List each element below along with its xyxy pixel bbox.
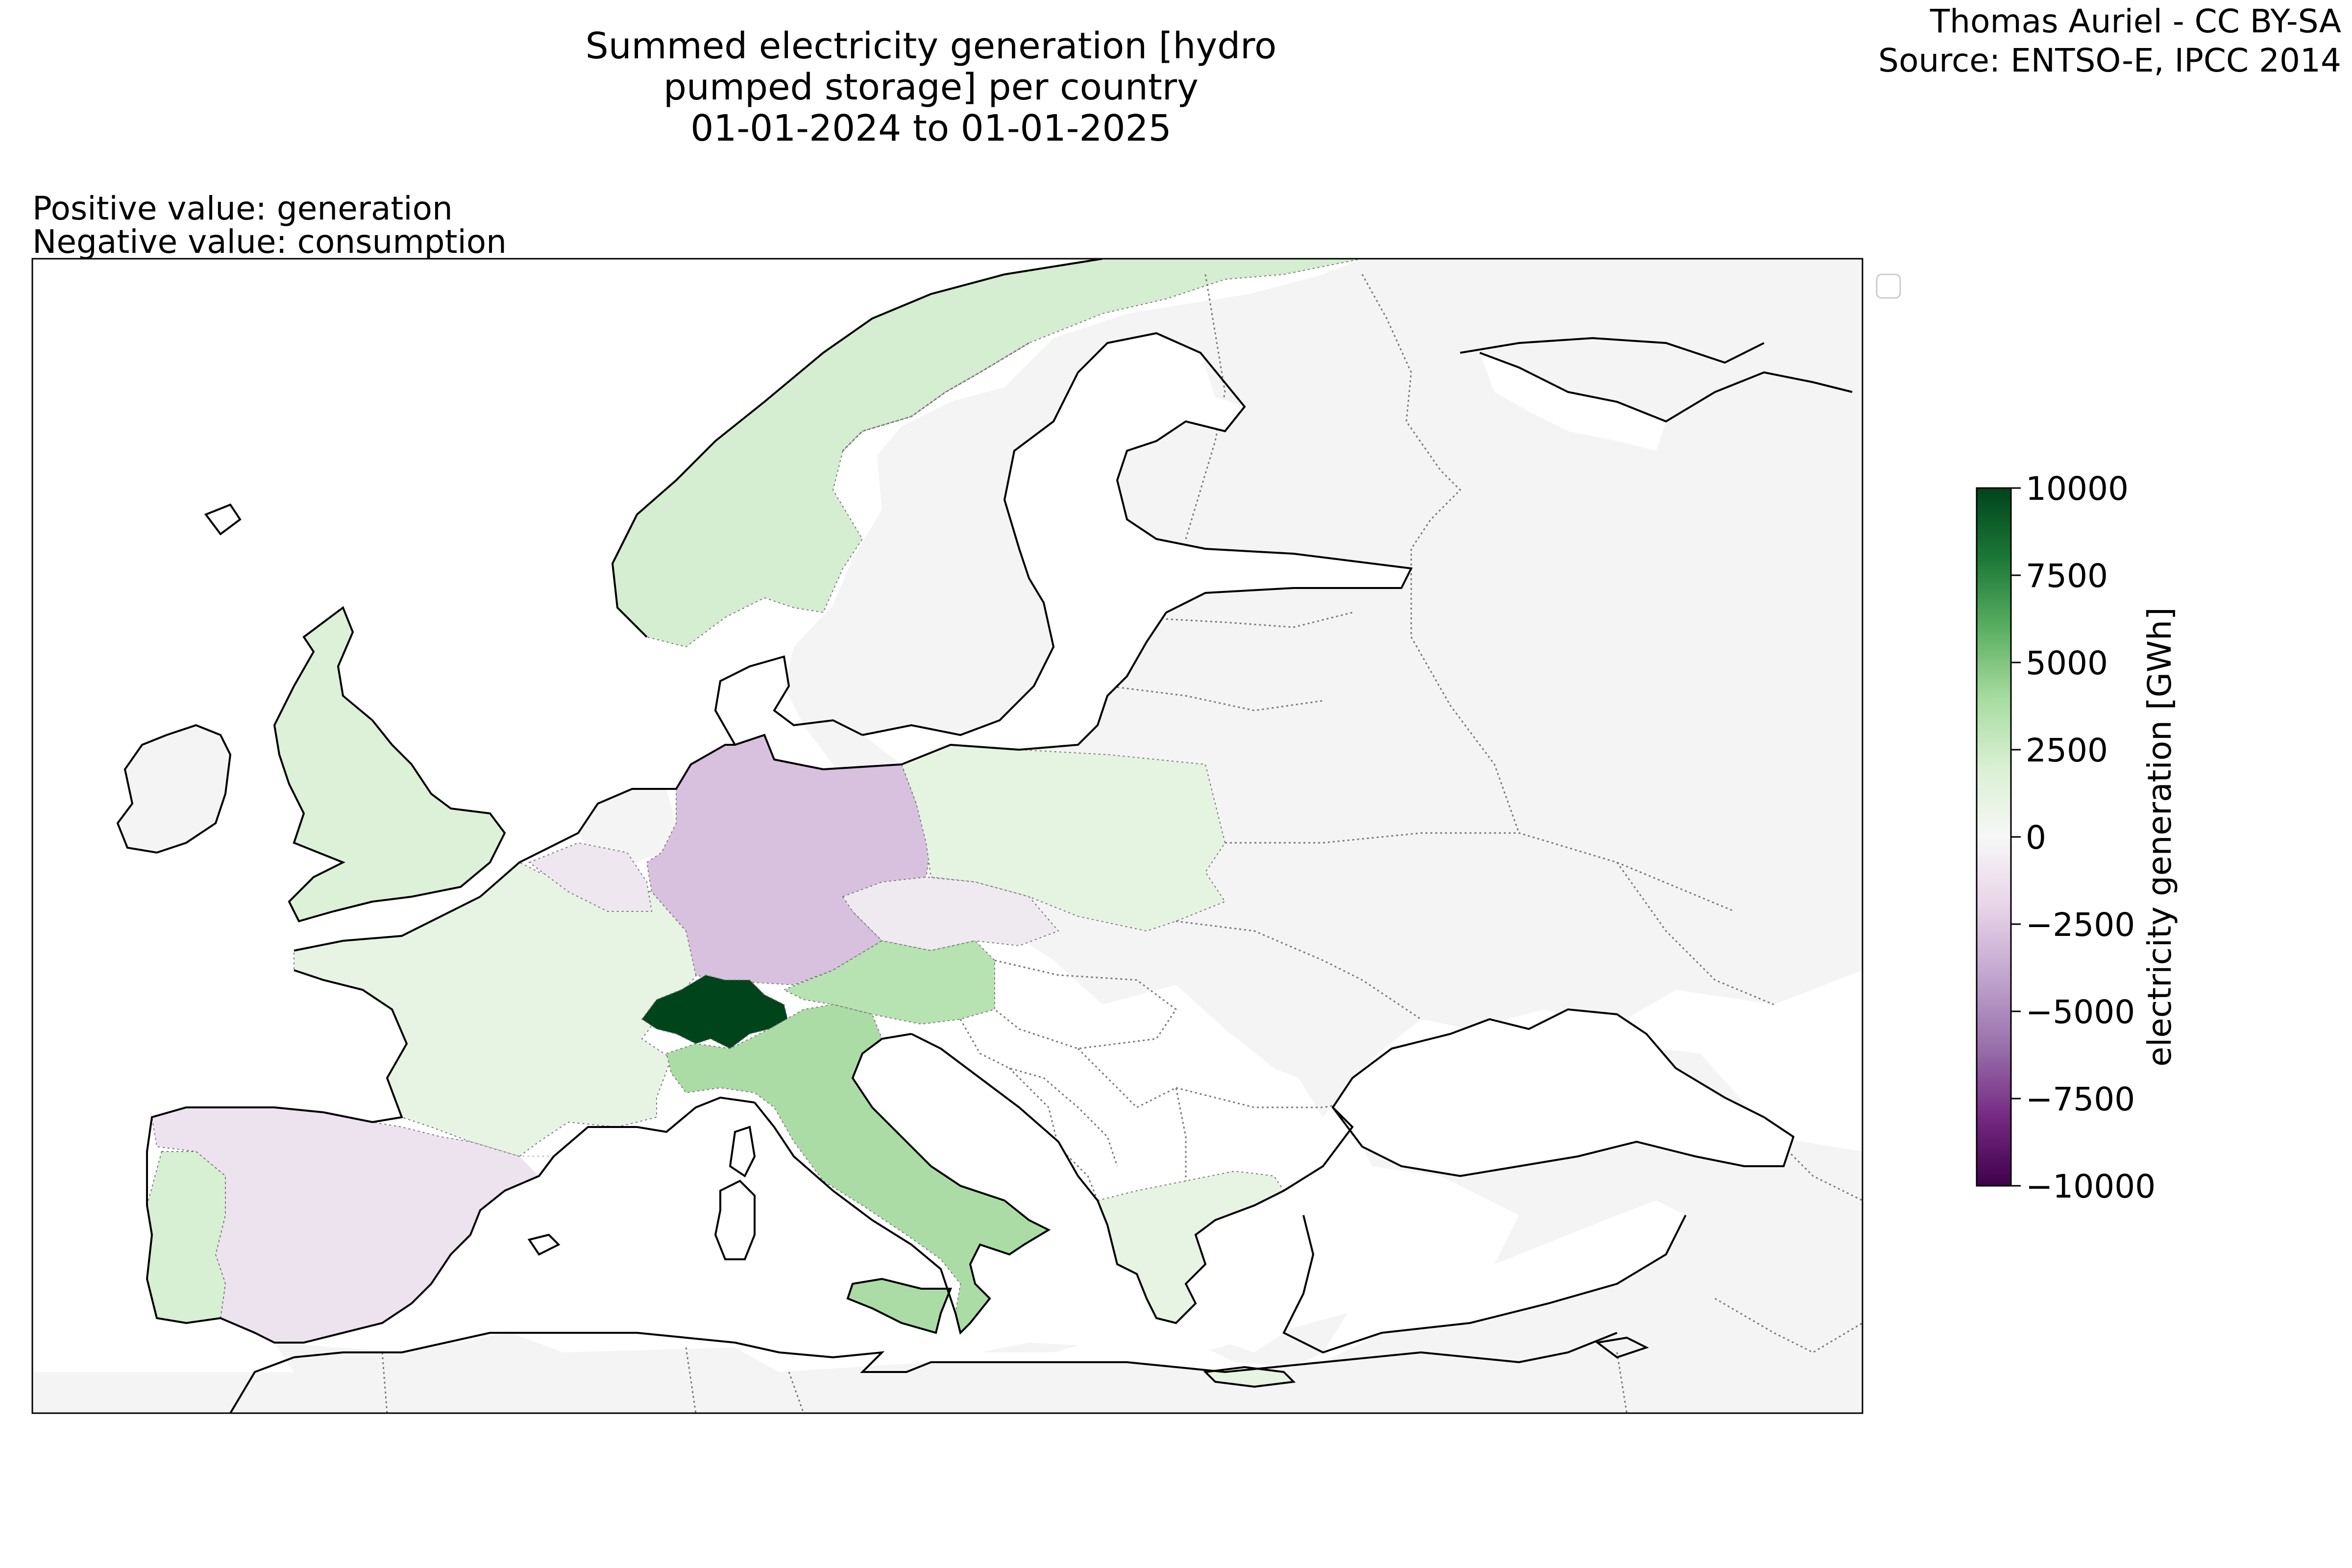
colorbar-tick-label: −10000 (2026, 1168, 2156, 1205)
border-ukraine-east (1616, 862, 1774, 1005)
border-romania-bulgaria (1176, 1087, 1382, 1108)
colorbar: 100007500500025000−2500−5000−7500−10000 … (1976, 470, 2179, 1205)
map-frame (31, 258, 1863, 1414)
border-baltics-1 (1136, 612, 1353, 628)
border-north-africa-1 (381, 1352, 388, 1413)
map-area (32, 259, 1862, 1413)
country-italy (665, 1004, 1050, 1334)
colorbar-tick-label: −5000 (2026, 993, 2135, 1031)
coast-crete (1203, 1366, 1296, 1388)
coast-black-sea (1331, 1008, 1795, 1177)
border-balkans-2 (1077, 1048, 1187, 1181)
coast-sicily (846, 1277, 952, 1334)
country-czechia (842, 876, 1059, 952)
border-belarus-russia (1410, 549, 1520, 833)
gulf-of-bothnia (1054, 333, 1215, 421)
border-finland-russia (1361, 274, 1462, 549)
attribution-author: Thomas Auriel - CC BY-SA (1930, 2, 2341, 40)
country-norway (612, 259, 1363, 648)
country-belgium (528, 842, 653, 912)
border-north-africa-2 (685, 1347, 697, 1413)
inland-seas (343, 333, 1793, 1372)
border-north-africa-4 (1616, 1352, 1628, 1413)
border-sweden-finland (1185, 274, 1226, 539)
coast-western-europe (294, 734, 902, 952)
coast-corsica (729, 1126, 756, 1177)
note-positive: Positive value: generation (32, 190, 453, 227)
attribution-source: Source: ENTSO-E, IPCC 2014 (1878, 42, 2341, 79)
coast-sardinia (714, 1179, 756, 1260)
colorbar-tick-label: 10000 (2026, 470, 2129, 508)
coast-kola-north (1460, 337, 1764, 364)
sea-of-azov (1578, 1019, 1666, 1058)
colorbar-tick-label: −2500 (2026, 906, 2135, 944)
coast-iberia (146, 969, 755, 1344)
title-line-2: 01-01-2024 to 01-01-2025 (690, 107, 1172, 149)
note-negative: Negative value: consumption (32, 223, 507, 261)
colorbar-tick-label: 5000 (2026, 644, 2108, 682)
white-sea (1480, 353, 1666, 451)
adriatic-sea (882, 1034, 1078, 1186)
colorbar-ticks: 10000 7500 5000 2500 0 −2500 −5000 −7500 −10000 (2011, 470, 2156, 1205)
border-belarus-ukraine (1225, 832, 1735, 912)
title-line-1: Summed electricity generation [hydro pum… (585, 25, 1277, 108)
mediterranean-sea (343, 1098, 1686, 1372)
black-sea (1333, 1009, 1793, 1176)
colorbar-tick-label: 7500 (2026, 557, 2108, 595)
country-poland (901, 744, 1226, 932)
colorbar-bar (1976, 487, 2012, 1187)
coast-denmark (714, 655, 863, 745)
coast-balearic (527, 1233, 561, 1256)
country-netherlands (578, 789, 676, 862)
attribution: Thomas Auriel - CC BY-SA Source: ENTSO-E… (1878, 2, 2341, 80)
country-france (294, 861, 702, 1157)
border-baltics-2 (1107, 685, 1323, 711)
coastlines (116, 259, 1853, 1413)
country-ireland (118, 725, 230, 853)
country-united-kingdom (273, 607, 506, 922)
country-borders (381, 274, 1862, 1413)
coast-cyprus (1595, 1336, 1649, 1359)
coast-svalbard-iceland (204, 503, 242, 536)
coast-scandinavia (611, 259, 1103, 638)
baltic-sea (862, 392, 1411, 764)
border-hungary (994, 959, 1177, 1050)
border-ukraine-romania (1176, 920, 1421, 1020)
coast-kola (1479, 352, 1853, 423)
colorbar-tick-label: 0 (2026, 819, 2046, 857)
coast-italy (754, 1033, 1051, 1335)
country-portugal (146, 1151, 226, 1324)
coast-uk (273, 606, 506, 923)
border-balkans-1 (959, 1019, 1118, 1167)
coast-turkey-south (1282, 1215, 1687, 1354)
map-title: Summed electricity generation [hydro pum… (539, 25, 1323, 149)
coast-baltic (862, 332, 1413, 765)
coast-ireland (116, 724, 232, 854)
coast-balkans (911, 1033, 1354, 1324)
border-caucasus (1773, 1136, 1862, 1201)
country-spain (151, 1107, 555, 1343)
colorbar-label: electricity generation [GWh] (2141, 607, 2179, 1066)
colorbar-tick-label: 2500 (2026, 732, 2108, 769)
coast-north-africa (229, 1332, 1617, 1413)
aegean-sea (1196, 1205, 1313, 1352)
border-middle-east (1715, 1298, 1862, 1353)
legend-box (1876, 273, 1901, 299)
colorbar-tick-label: −7500 (2026, 1080, 2135, 1118)
sign-note: Positive value: generation Negative valu… (32, 192, 507, 259)
border-norway-sweden (842, 342, 1029, 452)
